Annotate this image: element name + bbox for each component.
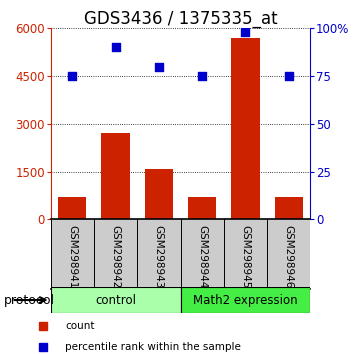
- Bar: [145, 169, 173, 219]
- Bar: [267, 219, 310, 289]
- Text: GSM298944: GSM298944: [197, 225, 207, 289]
- Text: control: control: [95, 293, 136, 307]
- Text: GSM298943: GSM298943: [154, 225, 164, 289]
- Title: GDS3436 / 1375335_at: GDS3436 / 1375335_at: [84, 10, 277, 28]
- Text: GSM298942: GSM298942: [110, 225, 121, 289]
- Point: [286, 73, 292, 79]
- Point: [199, 73, 205, 79]
- Bar: [51, 287, 180, 313]
- Bar: [188, 197, 216, 219]
- Bar: [231, 38, 260, 219]
- Bar: [58, 197, 86, 219]
- Bar: [94, 219, 137, 289]
- Point: [156, 64, 162, 69]
- Text: protocol: protocol: [4, 294, 55, 307]
- Text: Math2 expression: Math2 expression: [193, 293, 298, 307]
- Bar: [180, 287, 310, 313]
- Bar: [101, 133, 130, 219]
- Bar: [224, 219, 267, 289]
- Text: count: count: [65, 321, 95, 331]
- Text: GSM298945: GSM298945: [240, 225, 251, 289]
- Bar: [51, 219, 94, 289]
- Text: percentile rank within the sample: percentile rank within the sample: [65, 342, 241, 352]
- Bar: [275, 197, 303, 219]
- Bar: [137, 219, 180, 289]
- Text: GSM298946: GSM298946: [284, 225, 294, 289]
- Point: [113, 45, 118, 50]
- Point: [243, 29, 248, 35]
- Text: GSM298941: GSM298941: [67, 225, 77, 289]
- Bar: [180, 219, 224, 289]
- Point: [69, 73, 75, 79]
